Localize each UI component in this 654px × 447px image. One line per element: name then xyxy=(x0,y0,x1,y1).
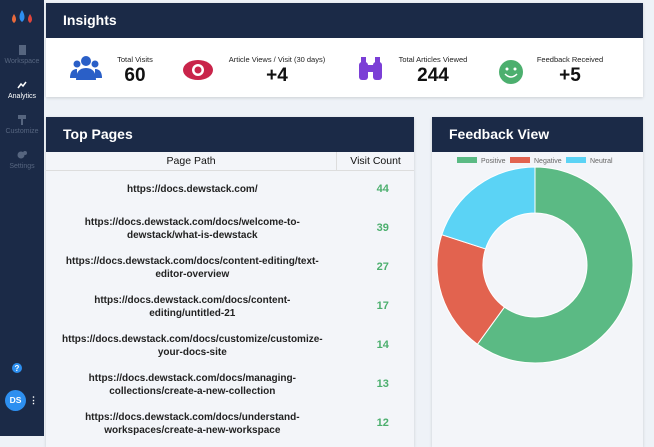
page-path: https://docs.dewstack.com/docs/welcome-t… xyxy=(84,216,300,241)
stat-label: Feedback Received xyxy=(536,55,604,64)
page-path: https://docs.dewstack.com/docs/managing-… xyxy=(88,372,296,397)
pie-slice xyxy=(476,166,634,364)
svg-text:?: ? xyxy=(15,364,20,373)
visit-count: 44 xyxy=(376,183,389,196)
donut-chart: Positive Negative Neutral xyxy=(436,157,634,364)
avatar[interactable]: DS xyxy=(5,390,26,411)
top-pages-card: Top Pages Page Path Visit Count https://… xyxy=(46,117,414,447)
feedback-card: Feedback View Positive Negative Neutral xyxy=(432,117,643,447)
logo xyxy=(12,10,32,23)
visit-count: 14 xyxy=(376,339,389,351)
page-path: https://docs.dewstack.com/docs/content-e… xyxy=(65,255,319,280)
stat-value: +5 xyxy=(559,65,581,86)
stat-icons xyxy=(70,56,523,84)
visit-count: 12 xyxy=(376,417,389,429)
nav-label[interactable]: Analytics xyxy=(7,93,36,100)
legend-swatch xyxy=(566,157,586,163)
page: Dashboard {"sidebar": {"nav": [{"label":… xyxy=(0,0,643,436)
table-row: https://docs.dewstack.com/docs/understan… xyxy=(46,404,414,443)
stat-value: 60 xyxy=(124,65,146,86)
page-path: https://docs.dewstack.com/docs/customize… xyxy=(62,333,323,358)
sidebar: Workspace Analytics Customize Settings ?… xyxy=(0,0,44,436)
legend-swatch xyxy=(457,157,477,163)
page-path: https://docs.dewstack.com/docs/understan… xyxy=(85,411,300,436)
nav-label[interactable]: Workspace xyxy=(4,58,40,65)
visit-count: 39 xyxy=(376,222,389,234)
nav-item[interactable]: Settings xyxy=(0,150,44,170)
column-header: Page Path xyxy=(46,152,338,171)
card-title: Feedback View xyxy=(432,117,643,152)
nav-item[interactable]: Analytics xyxy=(0,80,44,100)
pie-slice xyxy=(441,166,536,250)
visit-count: 27 xyxy=(376,261,389,273)
column-header: Visit Count xyxy=(336,152,414,171)
table-row: https://docs.dewstack.com/44 xyxy=(46,170,414,209)
dashboard: Workspace Analytics Customize Settings ?… xyxy=(0,0,643,436)
table-row: https://docs.dewstack.com/docs/content-e… xyxy=(46,287,414,326)
menu-dots[interactable]: ⋮ xyxy=(29,395,38,405)
table-row: https://docs.dewstack.com/docs/welcome-t… xyxy=(46,209,414,248)
table-row: https://docs.dewstack.com/docs/managing-… xyxy=(46,365,414,404)
visit-count: 13 xyxy=(376,378,389,390)
nav-item[interactable]: Workspace xyxy=(0,45,44,65)
pages-table: Page Path Visit Count https://docs.dewst… xyxy=(46,152,414,443)
page-path: https://docs.dewstack.com/docs/content-e… xyxy=(94,294,291,319)
card-title: Insights xyxy=(46,3,643,38)
stat-label: Total Visits xyxy=(117,55,153,64)
nav-item[interactable]: Customize xyxy=(0,115,44,135)
table-row: https://docs.dewstack.com/docs/content-e… xyxy=(46,248,414,287)
stat-label: Article Views / Visit (30 days) xyxy=(228,55,326,64)
legend-label: Neutral xyxy=(590,158,613,165)
stat-value: 244 xyxy=(417,65,449,86)
stat-value: +4 xyxy=(266,65,288,86)
card-title: Top Pages xyxy=(46,117,414,152)
table-header: Page Path Visit Count xyxy=(46,152,414,171)
page-path: https://docs.dewstack.com/ xyxy=(127,184,258,196)
insights-card: Insights Total Visits 60 Article Views /… xyxy=(46,3,643,97)
legend-label: Negative xyxy=(534,158,562,165)
nav-label[interactable]: Customize xyxy=(5,128,39,135)
legend-label: Positive xyxy=(481,158,506,165)
visit-count: 17 xyxy=(376,300,389,312)
table-row: https://docs.dewstack.com/docs/customize… xyxy=(46,326,414,365)
stat-label: Total Articles Viewed xyxy=(398,55,468,64)
nav-label[interactable]: Settings xyxy=(9,163,35,170)
legend-swatch xyxy=(510,157,530,163)
help-icon[interactable]: ? xyxy=(0,361,44,375)
